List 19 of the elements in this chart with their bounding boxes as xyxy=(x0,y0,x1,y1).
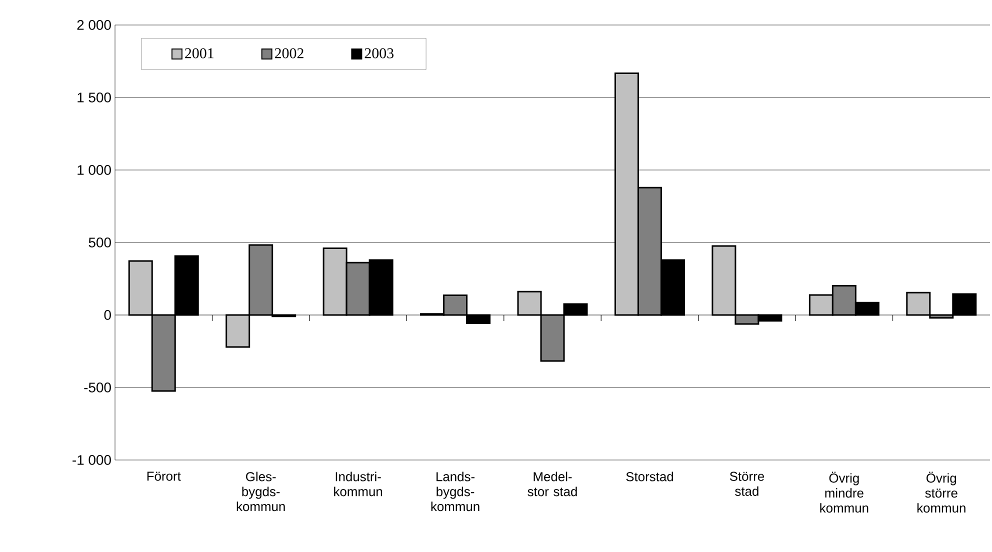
x-tick-label: Medel- stor stad xyxy=(528,472,577,496)
y-tick-label: 1 500 xyxy=(78,92,111,102)
legend-label: 2003 xyxy=(364,48,394,58)
y-tick-label: 1 000 xyxy=(78,165,111,175)
x-tick-label: Industri- kommun xyxy=(334,472,382,496)
y-tick-label: 500 xyxy=(88,238,111,248)
x-tick-label: Övrig större kommun xyxy=(917,472,966,513)
x-tick-label: Gles- bygds- kommun xyxy=(236,472,285,512)
legend-label: 2001 xyxy=(185,48,214,58)
y-tick-label: -500 xyxy=(84,382,111,392)
y-tick-label: 2 000 xyxy=(77,20,111,30)
x-tick-label: Övrig mindre kommun xyxy=(820,472,868,513)
x-tick-label: Förort xyxy=(147,472,181,481)
y-tick-label: -1 000 xyxy=(72,455,111,465)
x-tick-label: Större stad xyxy=(730,472,764,496)
x-tick-label: Storstad xyxy=(626,472,674,482)
x-tick-label: Lands- bygds- kommun xyxy=(431,472,480,512)
legend-label: 2002 xyxy=(274,48,304,58)
y-tick-label: 0 xyxy=(104,310,111,320)
